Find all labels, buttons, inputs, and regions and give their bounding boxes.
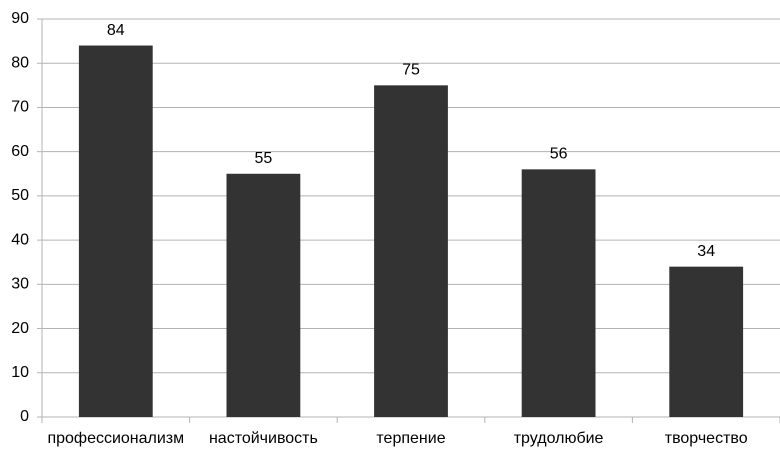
y-tick-label: 0: [20, 408, 29, 425]
y-tick-label: 80: [11, 54, 29, 71]
value-label: 34: [697, 243, 715, 260]
y-tick-label: 70: [11, 99, 29, 116]
y-tick-label: 90: [11, 10, 29, 27]
y-tick-label: 30: [11, 276, 29, 293]
y-tick-label: 60: [11, 143, 29, 160]
bar: [521, 169, 596, 417]
bar: [78, 45, 153, 418]
value-label: 75: [402, 62, 420, 79]
x-tick-label: настойчивость: [209, 430, 318, 447]
x-tick-label: трудолюбие: [514, 430, 604, 447]
bar: [669, 266, 744, 417]
x-tick-label: творчество: [665, 430, 748, 447]
value-label: 56: [550, 146, 568, 163]
y-tick-label: 10: [11, 364, 29, 381]
y-tick-label: 40: [11, 231, 29, 248]
value-label: 84: [107, 22, 125, 39]
bar: [374, 85, 448, 417]
x-tick-label: терпение: [376, 430, 445, 447]
x-tick-label: профессионализм: [47, 430, 184, 447]
y-tick-label: 20: [11, 320, 29, 337]
bar: [226, 173, 301, 417]
y-tick-label: 50: [11, 187, 29, 204]
value-label: 55: [255, 150, 273, 167]
